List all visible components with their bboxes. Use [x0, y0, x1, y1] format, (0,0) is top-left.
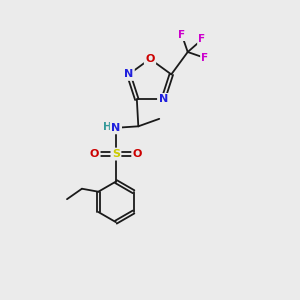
Text: S: S [112, 149, 120, 159]
Text: N: N [111, 123, 121, 133]
Text: O: O [145, 54, 155, 64]
Text: F: F [202, 53, 208, 63]
Text: O: O [133, 149, 142, 159]
Text: F: F [199, 34, 206, 44]
Text: N: N [124, 69, 133, 80]
Text: O: O [90, 149, 99, 159]
Text: N: N [158, 94, 168, 104]
Text: F: F [178, 30, 185, 40]
Text: H: H [103, 122, 112, 132]
